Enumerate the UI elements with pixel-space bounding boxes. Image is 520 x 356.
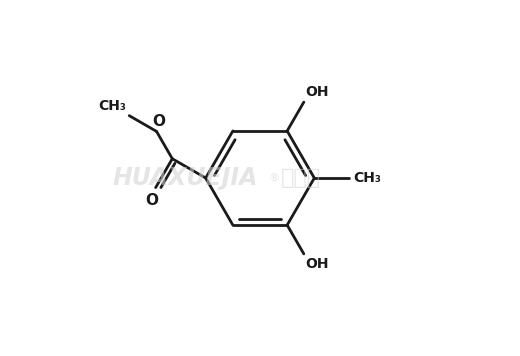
Text: O: O: [152, 114, 165, 129]
Text: CH₃: CH₃: [354, 171, 382, 185]
Text: CH₃: CH₃: [98, 99, 126, 113]
Text: ®: ®: [269, 173, 280, 183]
Text: O: O: [146, 193, 159, 208]
Text: HUAXUEJIA: HUAXUEJIA: [113, 166, 258, 190]
Text: 化学加: 化学加: [281, 168, 321, 188]
Text: OH: OH: [306, 257, 329, 271]
Text: OH: OH: [306, 85, 329, 99]
